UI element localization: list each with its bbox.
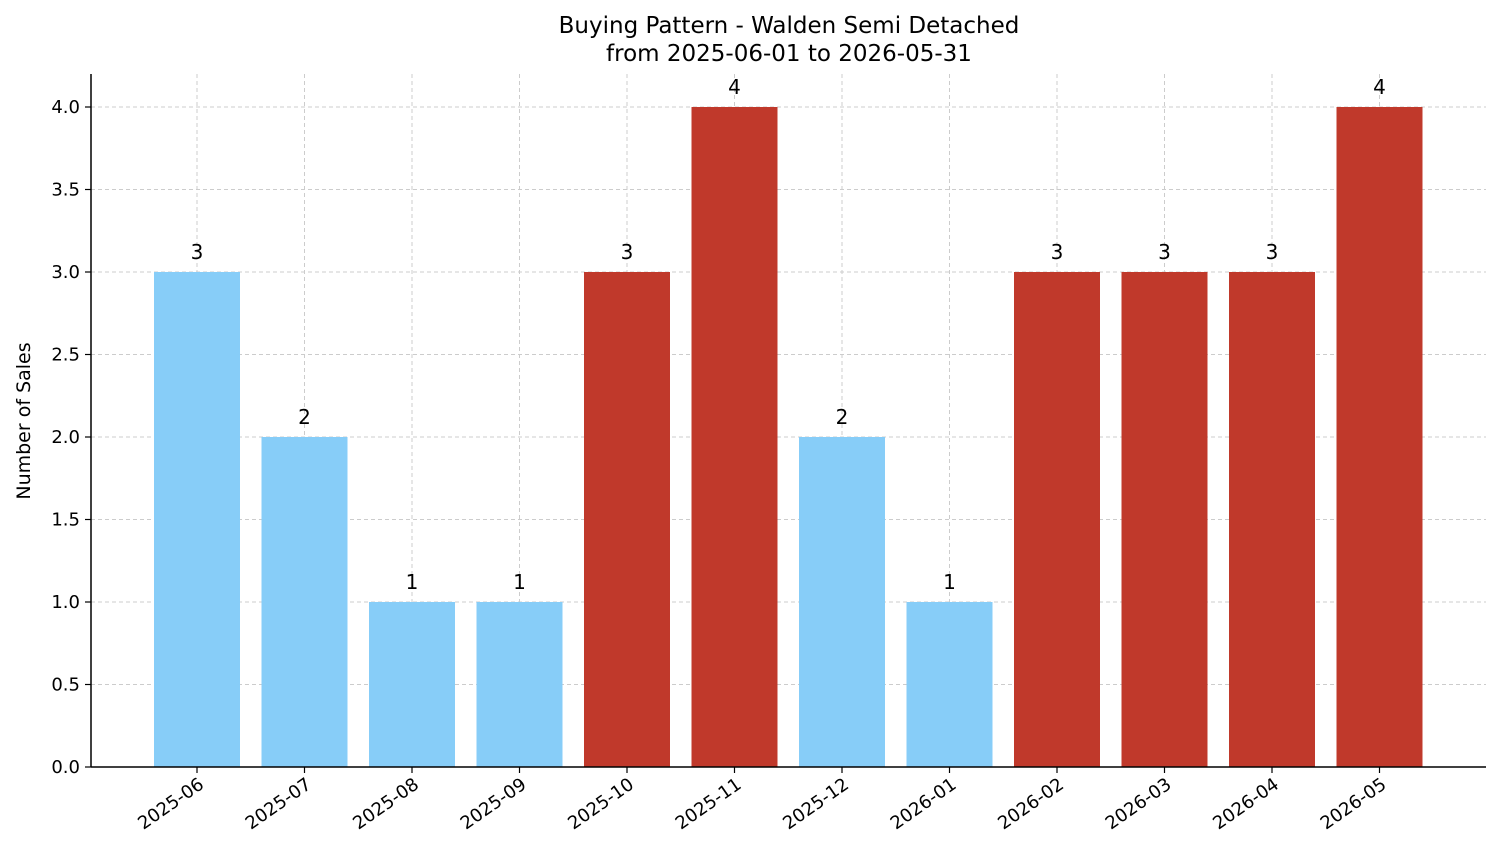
y-tick-label: 4.0 <box>51 97 80 118</box>
y-tick-label: 2.0 <box>51 427 80 448</box>
bar-2026-02 <box>1014 272 1100 767</box>
bar-2025-06 <box>154 272 240 767</box>
y-tick-label: 0.0 <box>51 757 80 778</box>
axes <box>85 74 1486 773</box>
bar-value-label: 3 <box>1158 240 1171 264</box>
y-tick-label: 3.5 <box>51 180 80 201</box>
x-tick-label: 2025-09 <box>457 774 531 834</box>
bar-value-label: 2 <box>836 405 849 429</box>
bar-value-label: 4 <box>728 75 741 99</box>
x-tick-label: 2026-02 <box>994 774 1068 834</box>
bar-2026-05 <box>1336 107 1423 767</box>
chart-title-line1: Buying Pattern - Walden Semi Detached <box>559 13 1020 39</box>
bar-value-label: 3 <box>1051 240 1064 264</box>
bar-value-label: 3 <box>191 240 204 264</box>
bar-value-label: 1 <box>513 570 526 594</box>
bar-value-label: 3 <box>1266 240 1279 264</box>
bars <box>154 107 1423 767</box>
bar-2026-04 <box>1229 272 1315 767</box>
x-tick-label: 2025-11 <box>672 774 746 834</box>
x-tick-label: 2025-06 <box>134 774 208 834</box>
x-tick-label: 2025-07 <box>242 774 316 834</box>
bar-2026-03 <box>1121 272 1208 767</box>
x-tick-label: 2026-05 <box>1317 774 1391 834</box>
bar-value-label: 3 <box>621 240 634 264</box>
bar-2025-09 <box>476 602 563 767</box>
x-tick-label: 2026-04 <box>1209 774 1283 834</box>
x-tick-label: 2025-12 <box>779 774 853 834</box>
bar-2025-10 <box>584 272 670 767</box>
bar-2025-07 <box>261 437 348 767</box>
y-axis-label: Number of Sales <box>13 342 35 499</box>
bar-value-label: 2 <box>298 405 311 429</box>
x-tick-label: 2025-10 <box>564 774 638 834</box>
bar-2025-12 <box>799 437 885 767</box>
x-tick-label: 2025-08 <box>349 774 423 834</box>
y-tick-label: 1.5 <box>51 510 80 531</box>
x-tick-label: 2026-03 <box>1102 774 1176 834</box>
y-tick-label: 1.0 <box>51 592 80 613</box>
chart-title-line2: from 2025-06-01 to 2026-05-31 <box>606 41 972 67</box>
y-tick-label: 0.5 <box>51 675 80 696</box>
bar-2025-11 <box>691 107 778 767</box>
bar-2026-01 <box>906 602 993 767</box>
bar-2025-08 <box>369 602 455 767</box>
bar-value-label: 1 <box>406 570 419 594</box>
bar-value-label: 4 <box>1373 75 1386 99</box>
y-tick-label: 3.0 <box>51 262 80 283</box>
x-tick-label: 2026-01 <box>887 774 961 834</box>
y-tick-label: 2.5 <box>51 345 80 366</box>
bar-value-label: 1 <box>943 570 956 594</box>
